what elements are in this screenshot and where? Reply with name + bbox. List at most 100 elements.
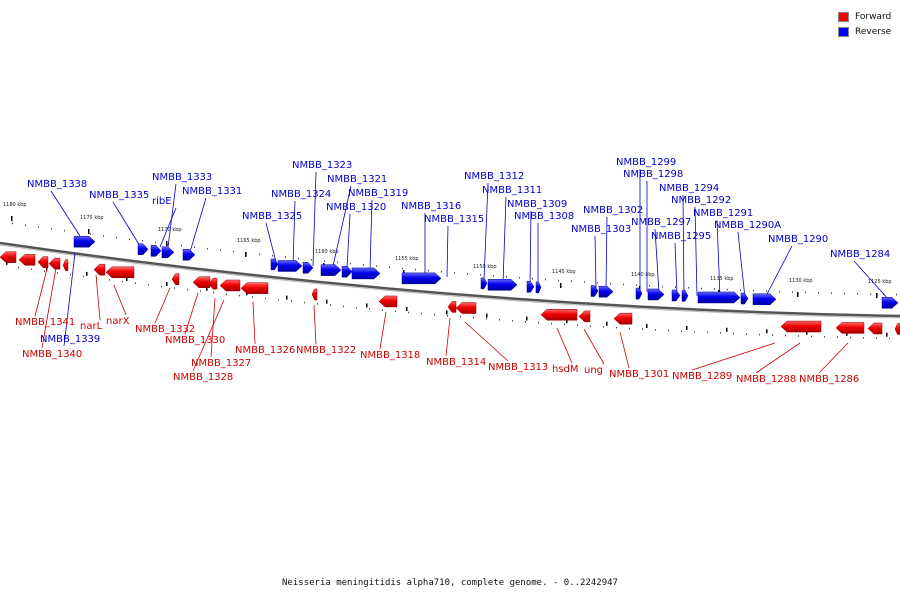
gene-label-forward[interactable]: narL — [80, 321, 103, 332]
gene-label-reverse[interactable]: NMBB_1311 — [482, 185, 542, 196]
forward-feature[interactable] — [171, 273, 180, 285]
gene-label-reverse[interactable]: NMBB_1325 — [242, 211, 302, 222]
gene-label-reverse[interactable]: ribE — [152, 196, 172, 207]
gene-label-reverse[interactable]: NMBB_1338 — [27, 179, 87, 190]
gene-label-reverse[interactable]: NMBB_1290A — [714, 220, 781, 231]
gene-label-reverse[interactable]: NMBB_1308 — [514, 211, 574, 222]
major-tick — [286, 295, 288, 300]
gene-label-reverse[interactable]: NMBB_1309 — [507, 199, 567, 210]
forward-feature[interactable] — [18, 254, 36, 266]
forward-feature[interactable] — [62, 259, 69, 271]
gene-label-reverse[interactable]: NMBB_1303 — [571, 224, 631, 235]
gene-label-forward[interactable]: NMBB_1322 — [296, 345, 356, 356]
gene-label-forward[interactable]: NMBB_1326 — [235, 345, 295, 356]
forward-feature[interactable] — [613, 312, 633, 325]
gene-label-forward[interactable]: NMBB_1289 — [672, 371, 732, 382]
reverse-feature[interactable] — [647, 288, 665, 301]
reverse-feature[interactable] — [671, 289, 681, 302]
reverse-feature[interactable] — [73, 235, 96, 248]
gene-label-reverse[interactable]: NMBB_1297 — [631, 217, 691, 228]
minor-tick — [122, 280, 123, 283]
reverse-feature[interactable] — [752, 293, 777, 306]
gene-label-forward[interactable]: NMBB_1332 — [135, 324, 195, 335]
reverse-feature[interactable] — [351, 267, 381, 280]
gene-label-forward[interactable]: NMBB_1341 — [15, 317, 75, 328]
forward-feature[interactable] — [780, 320, 822, 333]
gene-label-reverse[interactable]: NMBB_1290 — [768, 234, 828, 245]
reverse-feature[interactable] — [535, 281, 542, 294]
reverse-feature[interactable] — [150, 245, 162, 257]
gene-label-reverse[interactable]: NMBB_1320 — [326, 202, 386, 213]
forward-feature[interactable] — [105, 266, 135, 279]
gene-label-forward[interactable]: NMBB_1330 — [165, 335, 225, 346]
gene-label-forward[interactable]: NMBB_1313 — [488, 362, 548, 373]
reverse-feature[interactable] — [590, 285, 599, 297]
gene-label-forward[interactable]: NMBB_1318 — [360, 350, 420, 361]
gene-label-reverse[interactable]: NMBB_1339 — [40, 334, 100, 345]
forward-feature[interactable] — [37, 256, 49, 268]
forward-feature[interactable] — [867, 322, 883, 335]
reverse-feature[interactable] — [480, 277, 488, 290]
reverse-feature[interactable] — [681, 290, 689, 302]
forward-feature[interactable] — [240, 282, 269, 294]
forward-feature[interactable] — [835, 322, 865, 334]
reverse-feature[interactable] — [320, 264, 342, 276]
gene-label-reverse[interactable]: NMBB_1331 — [182, 186, 242, 197]
gene-label-reverse[interactable]: NMBB_1323 — [292, 160, 352, 171]
gene-label-reverse[interactable]: NMBB_1292 — [671, 195, 731, 206]
reverse-feature[interactable] — [182, 249, 196, 261]
gene-label-forward[interactable]: NMBB_1340 — [22, 349, 82, 360]
gene-label-forward[interactable]: NMBB_1288 — [736, 374, 796, 385]
gene-label-reverse[interactable]: NMBB_1312 — [464, 171, 524, 182]
gene-label-reverse[interactable]: NMBB_1299 — [616, 157, 676, 168]
forward-feature[interactable] — [311, 288, 318, 301]
gene-label-forward[interactable]: NMBB_1327 — [191, 358, 251, 369]
gene-label-forward[interactable]: NMBB_1328 — [173, 372, 233, 383]
reverse-feature[interactable] — [277, 260, 303, 272]
forward-feature[interactable] — [208, 277, 218, 290]
reverse-feature[interactable] — [635, 287, 643, 300]
gene-label-forward[interactable]: NMBB_1286 — [799, 374, 859, 385]
gene-label-reverse[interactable]: NMBB_1316 — [401, 201, 461, 212]
reverse-feature[interactable] — [341, 265, 353, 278]
gene-label-reverse[interactable]: NMBB_1298 — [623, 169, 683, 180]
gene-label-reverse[interactable]: NMBB_1291 — [693, 208, 753, 219]
reverse-feature[interactable] — [881, 297, 899, 309]
reverse-feature[interactable] — [740, 292, 749, 305]
gene-label-forward[interactable]: NMBB_1301 — [609, 369, 669, 380]
forward-feature[interactable] — [578, 310, 591, 323]
gene-label-reverse[interactable]: NMBB_1294 — [659, 183, 719, 194]
gene-label-reverse[interactable]: NMBB_1333 — [152, 172, 212, 183]
gene-label-reverse[interactable]: NMBB_1319 — [348, 188, 408, 199]
gene-label-reverse[interactable]: NMBB_1295 — [651, 231, 711, 242]
forward-feature[interactable] — [447, 301, 457, 313]
forward-feature[interactable] — [378, 295, 398, 308]
forward-feature[interactable] — [455, 302, 477, 314]
forward-feature[interactable] — [219, 279, 241, 292]
reverse-feature[interactable] — [137, 243, 149, 255]
reverse-feature[interactable] — [487, 279, 518, 291]
forward-feature[interactable] — [93, 263, 106, 276]
forward-feature[interactable] — [894, 323, 900, 335]
gene-label-forward[interactable]: ung — [584, 365, 603, 376]
gene-label-reverse[interactable]: NMBB_1302 — [583, 205, 643, 216]
gene-label-reverse[interactable]: NMBB_1335 — [89, 190, 149, 201]
reverse-feature[interactable] — [526, 281, 535, 293]
gene-label-reverse[interactable]: NMBB_1321 — [327, 174, 387, 185]
reverse-feature[interactable] — [401, 272, 442, 285]
gene-label-reverse[interactable]: NMBB_1284 — [830, 249, 890, 260]
forward-feature[interactable] — [192, 276, 211, 288]
gene-label-forward[interactable]: NMBB_1314 — [426, 357, 486, 368]
forward-feature[interactable] — [48, 257, 61, 270]
gene-label-reverse[interactable]: NMBB_1315 — [424, 214, 484, 225]
reverse-feature[interactable] — [697, 291, 741, 304]
gene-label-forward[interactable]: narX — [106, 316, 130, 327]
forward-feature[interactable] — [540, 309, 578, 321]
reverse-feature[interactable] — [161, 246, 175, 259]
gene-label-reverse[interactable]: NMBB_1324 — [271, 189, 331, 200]
reverse-feature[interactable] — [270, 258, 279, 271]
reverse-feature[interactable] — [302, 262, 314, 274]
reverse-feature[interactable] — [598, 285, 614, 298]
gene-label-forward[interactable]: hsdM — [552, 364, 579, 375]
forward-feature[interactable] — [0, 251, 17, 263]
